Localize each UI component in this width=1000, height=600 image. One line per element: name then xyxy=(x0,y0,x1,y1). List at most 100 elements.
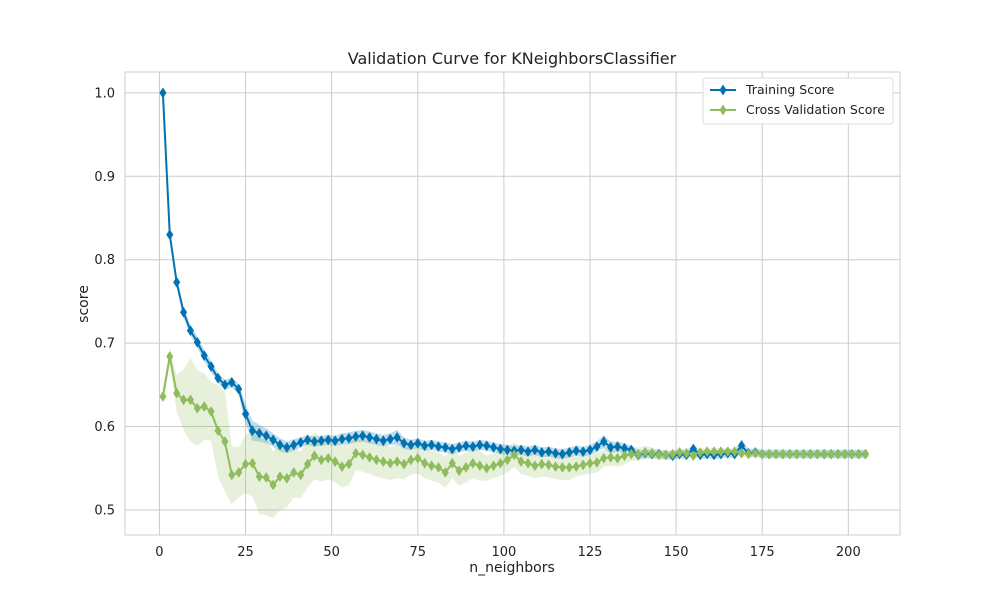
point-series-1 xyxy=(710,446,718,458)
point-series-0 xyxy=(476,439,484,451)
point-series-1 xyxy=(379,456,387,468)
point-series-0 xyxy=(262,430,270,442)
point-series-1 xyxy=(283,472,291,484)
y-tick-label: 0.6 xyxy=(94,420,115,435)
point-series-0 xyxy=(303,434,312,446)
point-series-0 xyxy=(338,433,346,445)
y-tick-labels: 0.5 0.6 0.7 0.8 0.9 1.0 xyxy=(94,86,115,518)
point-series-1 xyxy=(352,447,360,459)
point-series-1 xyxy=(290,466,298,478)
y-tick-label: 0.5 xyxy=(94,503,115,518)
point-series-1 xyxy=(317,454,325,466)
point-series-1 xyxy=(324,452,332,464)
point-series-1 xyxy=(441,466,449,478)
point-series-1 xyxy=(421,457,429,469)
point-series-1 xyxy=(593,456,601,468)
x-tick-label: 0 xyxy=(155,545,163,560)
point-series-1 xyxy=(503,454,511,466)
x-tick-label: 75 xyxy=(410,545,427,560)
chart-title: Validation Curve for KNeighborsClassifie… xyxy=(348,49,677,68)
point-series-1 xyxy=(793,448,801,460)
point-series-1 xyxy=(200,401,208,412)
point-series-0 xyxy=(579,446,587,458)
point-series-1 xyxy=(393,456,401,468)
point-series-0 xyxy=(228,376,236,388)
point-series-1 xyxy=(689,450,697,462)
point-series-0 xyxy=(414,437,422,449)
x-tick-label: 150 xyxy=(664,545,689,560)
point-series-0 xyxy=(483,440,491,452)
point-series-1 xyxy=(338,461,346,473)
point-series-1 xyxy=(434,461,443,473)
point-series-1 xyxy=(751,447,759,459)
point-series-1 xyxy=(186,394,195,406)
point-series-1 xyxy=(669,448,677,460)
x-tick-label: 175 xyxy=(750,545,775,560)
point-series-0 xyxy=(159,87,167,99)
point-series-1 xyxy=(696,446,704,458)
point-series-0 xyxy=(310,436,319,448)
point-series-1 xyxy=(455,465,463,477)
point-series-0 xyxy=(276,439,284,451)
y-tick-label: 1.0 xyxy=(94,86,115,101)
point-series-1 xyxy=(276,471,284,483)
point-series-0 xyxy=(248,425,257,437)
x-tick-label: 50 xyxy=(323,545,340,560)
point-series-1 xyxy=(524,457,532,469)
point-series-1 xyxy=(462,461,470,473)
point-series-1 xyxy=(386,457,394,469)
point-series-0 xyxy=(448,443,456,455)
point-series-0 xyxy=(427,439,436,451)
point-series-0 xyxy=(297,436,305,448)
point-series-1 xyxy=(235,466,243,478)
point-series-0 xyxy=(407,439,415,451)
point-series-1 xyxy=(786,448,794,460)
point-series-1 xyxy=(799,448,808,460)
point-series-1 xyxy=(765,448,773,460)
point-series-1 xyxy=(476,460,484,472)
point-series-0 xyxy=(600,436,608,448)
point-series-0 xyxy=(593,441,601,453)
point-series-1 xyxy=(744,448,753,460)
point-series-1 xyxy=(779,448,787,460)
point-series-1 xyxy=(772,448,780,460)
point-series-0 xyxy=(496,443,505,455)
x-tick-label: 25 xyxy=(237,545,254,560)
point-series-0 xyxy=(241,408,250,420)
point-series-1 xyxy=(855,448,863,460)
legend-marker-cross-validation xyxy=(719,104,727,116)
point-series-1 xyxy=(214,425,222,437)
point-series-0 xyxy=(551,447,560,459)
point-series-1 xyxy=(510,449,518,461)
point-series-1 xyxy=(834,448,842,460)
plot-frame xyxy=(124,71,901,536)
point-series-1 xyxy=(469,457,477,469)
point-series-0 xyxy=(324,434,332,446)
series-markers xyxy=(159,87,870,491)
point-series-1 xyxy=(586,457,594,469)
point-series-0 xyxy=(317,435,325,447)
point-series-1 xyxy=(861,448,870,460)
point-series-1 xyxy=(731,446,739,458)
point-series-1 xyxy=(641,446,649,458)
point-series-1 xyxy=(558,461,567,473)
point-series-0 xyxy=(193,336,201,348)
point-series-0 xyxy=(517,444,525,456)
point-series-0 xyxy=(200,350,208,362)
point-series-1 xyxy=(400,458,408,470)
y-tick-label: 0.7 xyxy=(94,337,115,352)
x-tick-label: 200 xyxy=(836,545,861,560)
point-series-0 xyxy=(207,361,215,372)
band-series-1 xyxy=(162,348,866,519)
point-series-1 xyxy=(551,461,560,473)
point-series-1 xyxy=(675,446,684,458)
point-series-0 xyxy=(269,434,277,446)
point-series-0 xyxy=(283,441,291,453)
point-series-1 xyxy=(489,460,498,472)
point-series-1 xyxy=(255,471,263,483)
point-series-1 xyxy=(310,450,319,462)
point-series-0 xyxy=(455,441,463,453)
point-series-1 xyxy=(448,457,456,469)
point-series-0 xyxy=(462,440,470,452)
